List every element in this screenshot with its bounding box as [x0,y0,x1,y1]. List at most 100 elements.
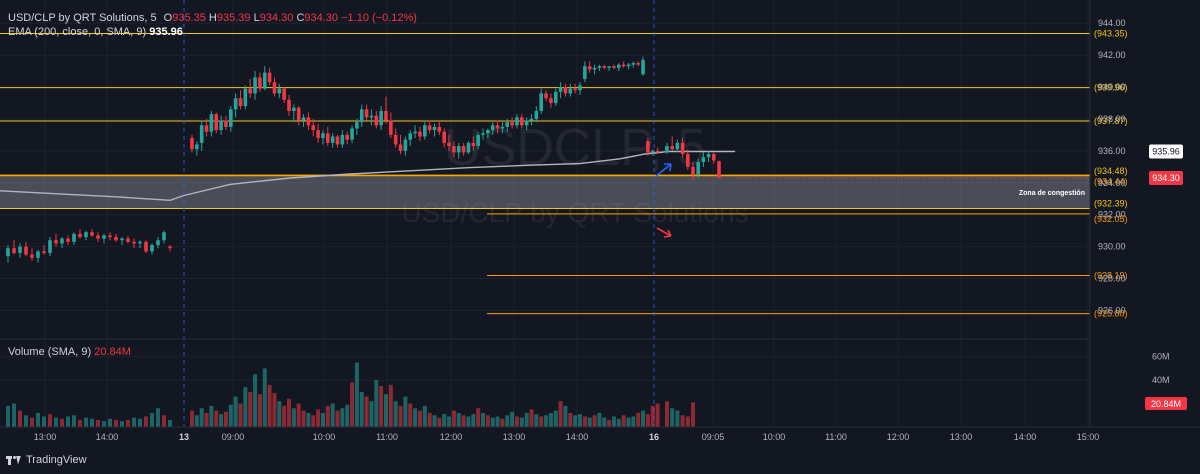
candle-body [168,246,172,249]
candle-body [355,122,359,129]
close-value: 934.30 [304,12,339,24]
candle-body [549,98,553,103]
candle-body [427,125,432,131]
price-tick-label: 944.00 [1098,18,1126,28]
volume-bar [519,417,524,427]
volume-bar [568,412,573,427]
ema-price-tag [1149,144,1183,159]
candle-body [267,72,272,83]
candle-body [641,59,645,75]
candle-body [24,246,28,255]
candle-body [568,88,573,94]
volume-bar [447,416,452,427]
volume-bar [311,415,316,427]
volume-bar [558,401,563,427]
time-axis[interactable]: 13:00 14:00 13 09:00 10:00 11:00 12:00 13:00 14:… [34,432,1100,442]
volume-bar [539,416,544,427]
symbol-legend[interactable]: USD/CLP by QRT Solutions, 5 O935.35 H935… [8,12,417,24]
candle-body [229,109,233,127]
candle-body [364,109,369,118]
candle-body [650,150,655,153]
candle-body [132,241,136,244]
time-tick-label: 13:00 [950,432,973,442]
candle-body [292,107,296,111]
annotations [655,163,672,238]
volume-bar [466,416,471,427]
candle-body [359,109,364,123]
candle-body [219,120,223,131]
candles [6,56,721,263]
volume-bars [6,362,695,427]
volume-bar [573,415,578,427]
volume-last-label: 20.84M [1151,399,1181,409]
volume-bar [427,412,432,427]
time-tick-label: 12:00 [440,432,463,442]
candle-body [350,128,354,140]
volume-bar [670,408,675,427]
volume-bar [30,417,34,427]
candle-body [461,146,466,153]
arrow-down-icon [656,227,672,238]
volume-bar [529,409,534,427]
volume-bar [320,412,325,427]
volume-bar [340,408,345,427]
volume-bar [214,410,219,427]
volume-bar [408,403,413,427]
tradingview-icon [6,455,22,465]
symbol-title[interactable]: USD/CLP by QRT Solutions, 5 [8,12,157,24]
candle-body [495,125,500,129]
candle-body [558,87,563,92]
tradingview-logo[interactable]: TradingView [6,454,87,466]
candle-body [655,150,660,153]
volume-bar [476,408,481,427]
volume-bar [36,412,40,427]
time-tick-label: 13:00 [34,432,57,442]
volume-bar [417,410,422,427]
volume-bar [325,405,330,427]
candle-body [515,117,519,126]
candle-body [486,130,490,134]
ema-legend[interactable]: EMA (200, close, 0, SMA, 9) 935.96 [8,26,183,38]
volume-bar [611,416,616,427]
candle-body [423,125,427,137]
candle-body [452,146,456,153]
candle-body [243,88,248,107]
volume-bar [272,393,277,427]
candle-body [6,248,10,257]
candle-body [287,99,291,111]
volume-bar [621,415,626,427]
ema-label[interactable]: EMA (200, close, 0, SMA, 9) [8,26,147,38]
candle-body [138,241,142,244]
time-tick-label: 14:00 [1014,432,1037,442]
volume-label[interactable]: Volume (SMA, 9) [8,346,92,358]
candle-body [534,110,539,119]
candle-body [330,136,335,143]
volume-bar [607,419,612,427]
candle-body [277,88,282,94]
volume-legend[interactable]: Volume (SMA, 9) 20.84M [8,346,131,358]
price-axis[interactable]: 926.00 928.00 930.00 932.00 934.00 936.00 938.… [736,18,1187,410]
open-value: 935.35 [172,12,206,24]
time-tick-label: 14:00 [566,432,589,442]
volume-bar [120,421,124,427]
candle-body [597,66,602,68]
candle-body [90,232,94,236]
volume-bar [548,412,553,427]
price-tick-label: 932.00 [1098,210,1126,220]
price-tick-label: 942.00 [1098,50,1126,60]
candle-body [717,161,721,178]
volume-bar [335,410,340,427]
volume-bar [379,386,384,427]
volume-bar [587,417,592,427]
volume-bar [150,412,154,427]
candle-body [48,240,52,253]
volume-bar [54,417,58,427]
volume-bar [354,362,359,427]
volume-bar [296,403,301,427]
volume-bar [374,380,379,427]
time-tick-label: 13 [179,432,189,442]
candle-body [447,142,451,147]
price-tick-label: 926.00 [1098,305,1126,315]
